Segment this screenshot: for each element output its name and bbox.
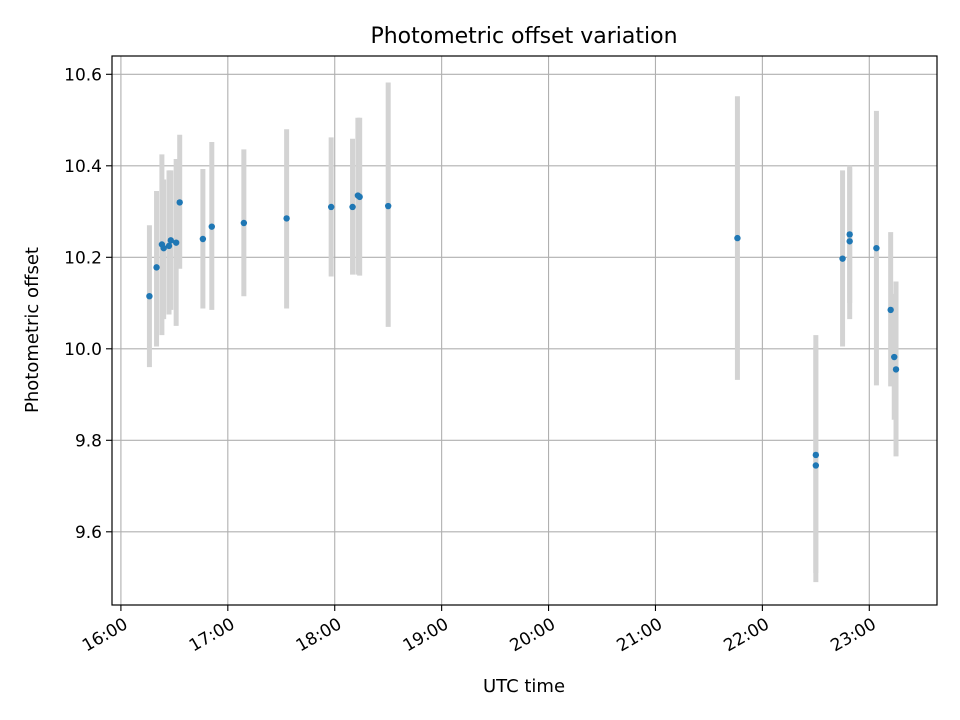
- data-point: [176, 199, 183, 206]
- data-point: [812, 451, 820, 459]
- data-point: [208, 223, 215, 230]
- data-point: [356, 193, 363, 201]
- x-axis-label: UTC time: [483, 676, 565, 697]
- data-point: [349, 203, 356, 211]
- data-point: [846, 231, 853, 238]
- y-axis-ticks: 9.6 9.8 10.0 10.2 10.4 10.6: [64, 65, 112, 543]
- grid: [112, 56, 937, 605]
- plot-frame: [111, 55, 938, 606]
- data-point: [892, 366, 900, 373]
- data-point: [146, 292, 153, 300]
- data-point: [283, 215, 290, 222]
- y-tick-label: 10.6: [64, 65, 102, 85]
- data-point: [240, 219, 248, 227]
- y-tick-label: 10.2: [64, 248, 102, 268]
- y-tick-label: 10.0: [64, 340, 102, 360]
- data-point: [165, 242, 173, 250]
- data-point: [873, 244, 880, 252]
- data-point: [327, 203, 335, 211]
- data-point: [160, 244, 167, 252]
- data-point: [846, 238, 853, 245]
- data-point: [891, 353, 898, 361]
- data-point: [887, 306, 894, 314]
- y-tick-label: 10.4: [64, 157, 102, 177]
- data-point: [839, 255, 846, 262]
- y-axis-label: Photometric offset: [22, 247, 43, 413]
- y-tick-label: 9.6: [75, 523, 102, 543]
- data-point: [734, 234, 741, 242]
- data-point: [384, 202, 392, 210]
- data-point: [199, 235, 207, 243]
- data-point: [167, 237, 175, 244]
- chart-title: Photometric offset variation: [370, 24, 677, 49]
- y-tick-label: 9.8: [75, 431, 102, 451]
- data-point: [172, 239, 180, 246]
- data-point: [153, 264, 160, 271]
- data-points: [146, 192, 900, 469]
- data-point: [812, 462, 820, 469]
